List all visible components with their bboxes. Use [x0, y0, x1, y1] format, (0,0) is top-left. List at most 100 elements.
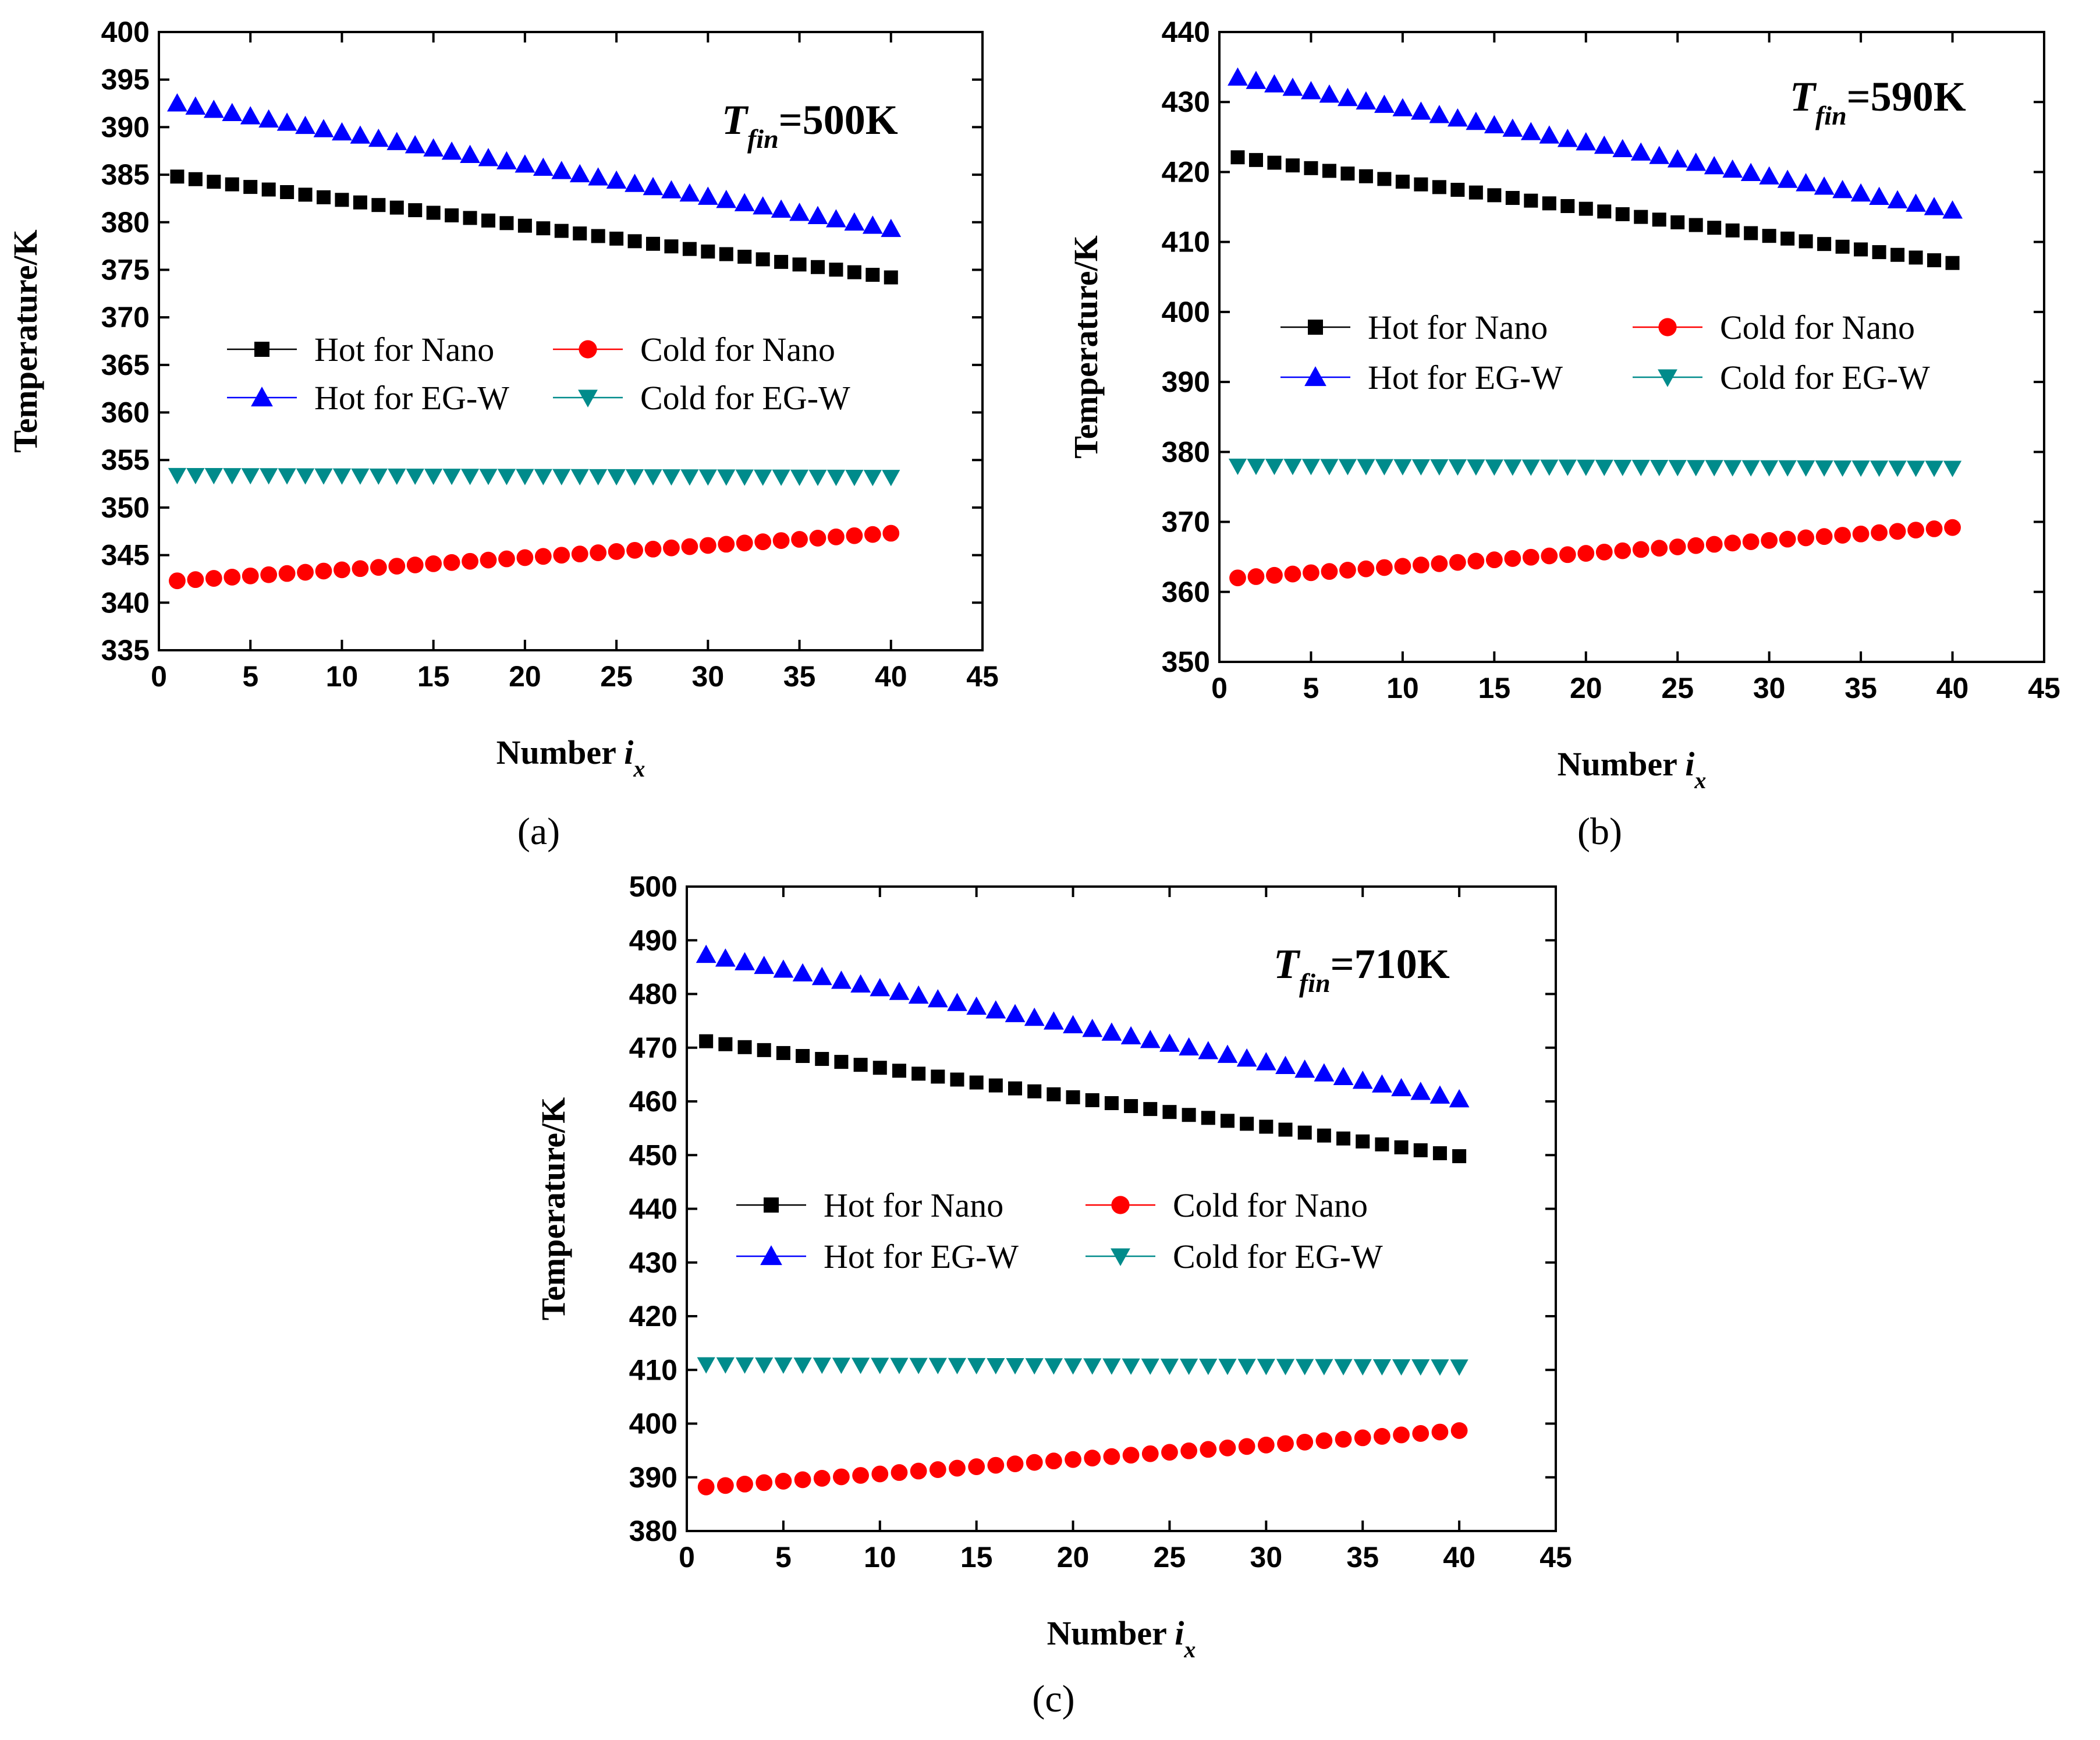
data-point	[1005, 1004, 1026, 1022]
data-point	[315, 562, 332, 580]
data-point	[929, 1461, 946, 1478]
data-point	[1259, 1119, 1274, 1134]
data-point	[1449, 1089, 1470, 1108]
series-cold_egw	[168, 467, 900, 487]
data-point	[205, 570, 222, 587]
data-point	[1102, 1358, 1121, 1375]
data-point	[1338, 87, 1358, 107]
data-point	[460, 469, 480, 486]
data-point	[789, 203, 810, 221]
data-point	[1315, 1359, 1333, 1376]
data-point	[1634, 210, 1648, 224]
series-cold_egw	[1228, 458, 1962, 477]
data-point	[1780, 231, 1795, 246]
data-point	[715, 948, 736, 967]
data-point	[260, 468, 278, 485]
data-point	[1577, 459, 1595, 476]
data-point	[1814, 176, 1835, 195]
data-point	[1265, 459, 1284, 476]
data-point	[831, 970, 852, 989]
x-tick-label: 35	[783, 660, 816, 693]
data-point	[1906, 460, 1925, 477]
data-point	[1612, 139, 1633, 158]
data-point	[1432, 180, 1446, 194]
data-point	[1395, 175, 1410, 189]
data-point	[1284, 565, 1301, 583]
data-point	[864, 526, 881, 543]
data-point	[1024, 1007, 1045, 1026]
data-point	[317, 190, 331, 204]
data-point	[931, 1069, 945, 1084]
data-point	[295, 115, 315, 134]
data-point	[1541, 547, 1558, 565]
data-point	[353, 195, 367, 210]
data-point	[1467, 552, 1485, 570]
data-point	[1338, 459, 1357, 476]
data-point	[696, 944, 716, 963]
data-point	[1759, 166, 1780, 185]
legend-marker	[1658, 318, 1677, 336]
legend-label: Hot for EG-W	[1368, 359, 1563, 396]
data-point	[243, 180, 258, 194]
data-point	[258, 109, 279, 128]
data-point	[498, 550, 515, 568]
data-point	[1431, 1359, 1449, 1376]
data-point	[1741, 460, 1760, 477]
data-point	[911, 1066, 926, 1081]
data-point	[909, 1358, 928, 1374]
data-point	[1266, 566, 1283, 584]
x-tick-label: 40	[875, 660, 907, 693]
x-axis-title: Number ix	[1558, 745, 1707, 793]
data-point	[1027, 1084, 1042, 1098]
data-point	[1043, 1011, 1064, 1030]
data-point	[846, 527, 863, 544]
data-point	[1228, 67, 1248, 86]
data-point	[697, 1357, 715, 1374]
data-point	[168, 467, 187, 484]
data-point	[1277, 1435, 1294, 1452]
data-point	[1301, 459, 1321, 476]
data-point	[1889, 523, 1906, 540]
data-point	[682, 242, 697, 256]
data-point	[1687, 460, 1705, 477]
data-point	[1520, 122, 1541, 140]
legend-label: Hot for EG-W	[314, 379, 509, 417]
data-point	[1141, 1445, 1159, 1462]
data-point	[807, 205, 828, 225]
data-point	[644, 540, 662, 558]
data-point	[573, 226, 587, 241]
data-point	[335, 193, 349, 207]
data-point	[516, 469, 534, 486]
data-point	[1026, 1454, 1043, 1471]
data-point	[515, 154, 535, 173]
data-point	[985, 1000, 1006, 1019]
data-point	[242, 567, 259, 584]
data-point	[1431, 1423, 1449, 1441]
data-point	[792, 257, 807, 272]
data-point	[1779, 530, 1796, 548]
data-point	[796, 1048, 810, 1063]
data-point	[774, 254, 789, 269]
plot-frame	[1218, 31, 2045, 663]
data-point	[1162, 1105, 1177, 1119]
data-point	[207, 175, 221, 189]
y-tick-label: 335	[101, 634, 150, 667]
x-tick-label: 25	[1661, 672, 1694, 704]
data-point	[1319, 84, 1340, 103]
data-point	[1410, 101, 1431, 120]
data-point	[1668, 460, 1687, 477]
data-point	[1850, 183, 1871, 202]
legend-label: Cold for EG-W	[1173, 1238, 1383, 1275]
data-point	[588, 167, 609, 186]
data-point	[1452, 1149, 1467, 1164]
data-point	[1777, 169, 1798, 188]
y-axis-title: Temperature/K	[1067, 235, 1105, 458]
series-hot_egw	[696, 944, 1470, 1108]
y-tick-label: 340	[101, 586, 150, 619]
data-point	[1392, 1359, 1411, 1376]
legend-item-hot_nano: Hot for Nano	[227, 331, 494, 368]
legend-marker	[579, 340, 597, 359]
legend-marker	[254, 342, 269, 357]
data-point	[1815, 528, 1833, 545]
data-point	[735, 1357, 754, 1374]
